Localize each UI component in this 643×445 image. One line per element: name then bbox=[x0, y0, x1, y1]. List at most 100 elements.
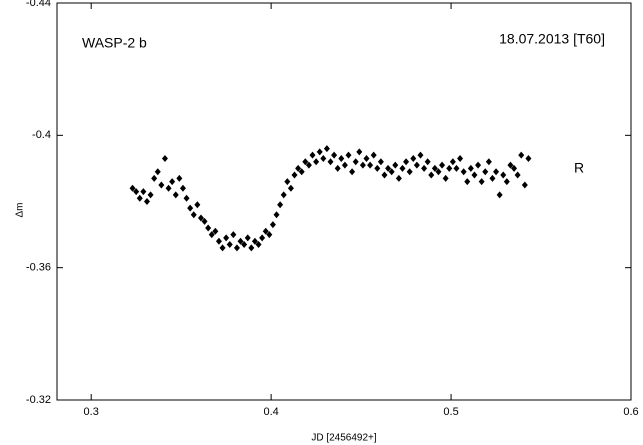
data-point bbox=[489, 174, 496, 182]
y-axis-label: Δm bbox=[15, 202, 26, 217]
data-point bbox=[201, 217, 208, 225]
data-point bbox=[478, 178, 485, 186]
data-point bbox=[194, 201, 201, 209]
data-point bbox=[302, 158, 309, 166]
data-point bbox=[370, 151, 377, 159]
data-point bbox=[280, 191, 287, 199]
data-point bbox=[475, 161, 482, 169]
data-point bbox=[503, 178, 510, 186]
data-point bbox=[190, 211, 197, 219]
y-tick-label: -0.32 bbox=[26, 394, 51, 406]
data-point bbox=[251, 237, 258, 245]
data-point bbox=[446, 164, 453, 172]
data-point bbox=[464, 178, 471, 186]
data-point bbox=[485, 158, 492, 166]
data-point bbox=[136, 194, 143, 202]
plot-frame bbox=[56, 2, 632, 401]
data-point bbox=[223, 234, 230, 242]
data-point bbox=[179, 184, 186, 192]
filter-label: R bbox=[574, 160, 584, 176]
data-point bbox=[449, 158, 456, 166]
data-point bbox=[219, 244, 226, 252]
data-point bbox=[248, 244, 255, 252]
x-axis-label: JD [2456492+] bbox=[311, 433, 377, 444]
data-point bbox=[212, 227, 219, 235]
data-point bbox=[320, 154, 327, 162]
data-point bbox=[259, 234, 266, 242]
y-tick-label: -0.36 bbox=[26, 262, 51, 274]
data-point bbox=[507, 161, 514, 169]
data-point bbox=[395, 174, 402, 182]
data-point bbox=[338, 154, 345, 162]
data-point bbox=[151, 174, 158, 182]
data-point bbox=[298, 168, 305, 176]
data-point bbox=[129, 184, 136, 192]
data-point bbox=[143, 198, 150, 205]
data-point bbox=[417, 151, 424, 159]
date-label: 18.07.2013 [T60] bbox=[499, 31, 605, 47]
data-point bbox=[226, 241, 233, 249]
data-point bbox=[284, 178, 291, 186]
y-tick-label: -0.4 bbox=[32, 129, 51, 141]
data-point bbox=[514, 171, 521, 179]
data-point bbox=[169, 178, 176, 186]
data-point bbox=[140, 188, 147, 196]
data-point bbox=[377, 158, 384, 166]
data-point bbox=[277, 201, 284, 209]
x-tick-label: 0.6 bbox=[623, 406, 638, 418]
data-point bbox=[241, 241, 248, 249]
data-point bbox=[147, 191, 154, 199]
data-point bbox=[428, 171, 435, 179]
data-point bbox=[341, 161, 348, 169]
data-point bbox=[233, 244, 240, 252]
data-point bbox=[255, 241, 262, 249]
data-point bbox=[442, 174, 449, 182]
data-point bbox=[374, 164, 381, 172]
data-point bbox=[291, 171, 298, 179]
data-point bbox=[172, 191, 179, 199]
data-point bbox=[482, 168, 489, 176]
data-point bbox=[345, 151, 352, 159]
data-point bbox=[331, 151, 338, 159]
y-tick-label: -0.44 bbox=[26, 0, 51, 9]
data-point bbox=[493, 168, 500, 176]
data-point bbox=[158, 181, 165, 189]
data-point bbox=[237, 237, 244, 245]
data-point bbox=[471, 171, 478, 179]
data-point bbox=[511, 164, 518, 172]
data-point bbox=[392, 161, 399, 169]
data-point bbox=[266, 231, 273, 239]
data-point bbox=[165, 184, 172, 192]
data-point bbox=[133, 188, 140, 196]
data-point bbox=[518, 151, 525, 159]
data-point bbox=[439, 161, 446, 169]
data-point bbox=[467, 164, 474, 172]
data-point bbox=[287, 184, 294, 192]
data-point bbox=[385, 164, 392, 172]
data-point bbox=[367, 161, 374, 169]
data-point bbox=[215, 237, 222, 245]
data-point bbox=[521, 181, 528, 189]
data-point bbox=[313, 158, 320, 166]
data-point bbox=[187, 204, 194, 212]
data-point bbox=[410, 154, 417, 162]
data-point bbox=[406, 168, 413, 176]
x-tick-label: 0.4 bbox=[263, 406, 278, 418]
data-point bbox=[305, 161, 312, 169]
data-point bbox=[435, 168, 442, 176]
x-tick-label: 0.5 bbox=[443, 406, 458, 418]
data-point bbox=[244, 234, 251, 242]
data-point bbox=[309, 151, 316, 159]
data-point bbox=[208, 231, 215, 239]
data-point bbox=[403, 158, 410, 166]
data-point bbox=[273, 211, 280, 219]
data-point bbox=[381, 171, 388, 179]
data-point bbox=[205, 224, 212, 232]
data-point bbox=[460, 168, 467, 176]
data-point bbox=[413, 161, 420, 169]
data-point bbox=[453, 164, 460, 172]
data-point bbox=[334, 164, 341, 172]
data-point bbox=[327, 158, 334, 166]
